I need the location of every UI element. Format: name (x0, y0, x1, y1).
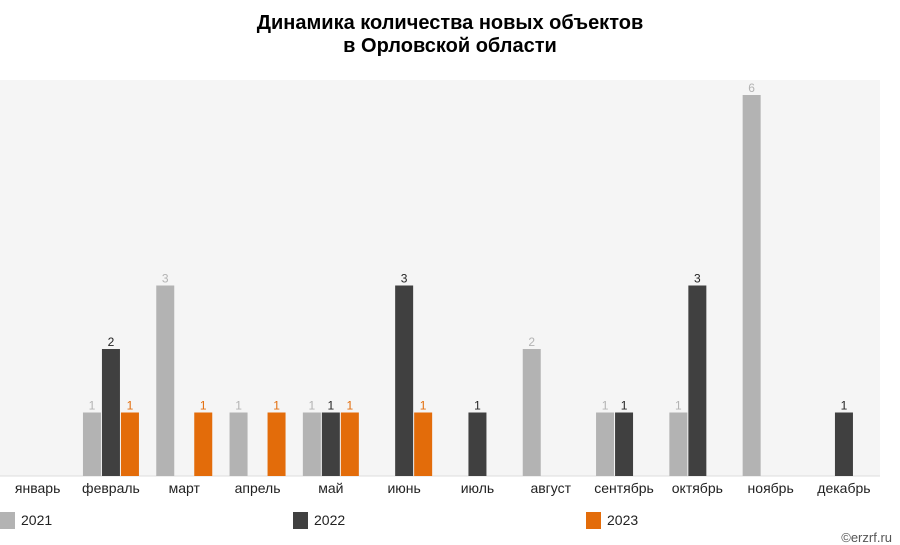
bar-2021-март (156, 285, 175, 476)
bar-2021-апрель (229, 412, 248, 476)
bar-2023-апрель (267, 412, 286, 476)
legend-swatch-2023 (586, 511, 601, 529)
x-tick-label: март (169, 480, 201, 496)
bar-2022-июль (468, 412, 487, 476)
legend-item-2022: 2022 (293, 510, 345, 530)
legend-item-2021: 2021 (0, 510, 52, 530)
bar-2023-февраль (120, 412, 139, 476)
bar-value-label: 3 (162, 272, 169, 286)
bar-2023-июнь (414, 412, 433, 476)
legend-label-2022: 2022 (314, 512, 346, 528)
chart-title-line1: Динамика количества новых объектов (256, 12, 644, 34)
bar-2021-сентябрь (596, 412, 615, 476)
bar-value-label: 1 (328, 399, 335, 413)
x-tick-label: август (530, 480, 571, 496)
bar-2022-февраль (101, 349, 120, 476)
x-tick-label: февраль (82, 480, 140, 496)
x-tick-label: июнь (387, 480, 420, 496)
x-tick-label: июль (461, 480, 494, 496)
bar-value-label: 1 (474, 399, 481, 413)
bar-value-label: 1 (235, 399, 242, 413)
bar-2021-май (302, 412, 321, 476)
bar-value-label: 2 (108, 335, 115, 349)
bar-2021-октябрь (669, 412, 688, 476)
legend-item-2023: 2023 (586, 510, 638, 530)
bar-value-label: 1 (200, 399, 207, 413)
bar-2021-февраль (82, 412, 101, 476)
x-tick-label: январь (15, 480, 60, 496)
bar-value-label: 1 (89, 399, 96, 413)
bar-value-label: 1 (841, 399, 848, 413)
bar-value-label: 2 (528, 335, 535, 349)
bar-value-label: 1 (273, 399, 280, 413)
bar-2021-ноябрь (742, 95, 761, 476)
x-tick-label: декабрь (817, 480, 870, 496)
bar-value-label: 1 (621, 399, 628, 413)
legend-label-2021: 2021 (21, 512, 53, 528)
plot-background (0, 80, 880, 476)
legend-label-2023: 2023 (607, 512, 639, 528)
bar-value-label: 1 (309, 399, 316, 413)
bar-2023-март (194, 412, 213, 476)
bar-value-label: 1 (602, 399, 609, 413)
bar-2022-сентябрь (615, 412, 634, 476)
x-tick-label: ноябрь (748, 480, 794, 496)
bar-value-label: 3 (401, 272, 408, 286)
bar-value-label: 1 (675, 399, 682, 413)
x-tick-label: май (318, 480, 343, 496)
bar-value-label: 1 (420, 399, 427, 413)
bar-2022-июнь (395, 285, 414, 476)
bar-2022-май (321, 412, 340, 476)
bar-value-label: 1 (127, 399, 134, 413)
legend-swatch-2022 (293, 511, 308, 529)
x-tick-label: октябрь (672, 480, 723, 496)
chart-title: Динамика количества новых объектов в Орл… (0, 12, 900, 58)
bar-value-label: 6 (748, 81, 755, 95)
bar-value-label: 1 (347, 399, 354, 413)
x-tick-label: сентябрь (594, 480, 654, 496)
bar-2023-май (340, 412, 359, 476)
legend-swatch-2021 (0, 511, 15, 529)
chart-title-line2: в Орловской области (343, 35, 557, 57)
x-tick-label: апрель (235, 480, 281, 496)
bar-2021-август (522, 349, 541, 476)
bar-2022-декабрь (834, 412, 853, 476)
bar-2022-октябрь (688, 285, 707, 476)
copyright-text: ©erzrf.ru (841, 530, 892, 545)
bar-value-label: 3 (694, 272, 701, 286)
